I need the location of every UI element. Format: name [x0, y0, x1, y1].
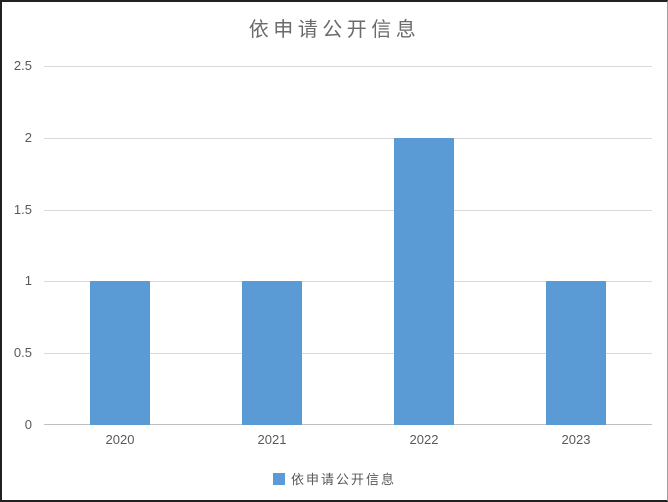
bar-2021[interactable]	[242, 281, 302, 425]
x-tick-label-2020: 2020	[105, 432, 135, 447]
plot-area	[44, 66, 652, 425]
gridline-0.5	[44, 353, 652, 355]
legend-item[interactable]: 依申请公开信息	[272, 469, 396, 488]
legend-swatch-icon	[272, 472, 285, 485]
y-tick-label-1.5: 1.5	[13, 201, 32, 217]
x-tick-label-2023: 2023	[561, 432, 591, 447]
legend: 依申请公开信息	[2, 469, 667, 488]
bar-2023[interactable]	[546, 281, 606, 425]
y-axis-labels: 0 0.5 1 1.5 2 2.5	[2, 58, 44, 432]
x-axis-labels: 2020 2021 2022 2023	[44, 432, 652, 450]
gridline-2.5	[44, 66, 652, 67]
x-tick-label-2022: 2022	[409, 432, 439, 447]
x-tick-label-2021: 2021	[257, 432, 287, 447]
bar-2020[interactable]	[90, 281, 150, 425]
bar-2022[interactable]	[394, 137, 454, 425]
chart-title: 依申请公开信息	[248, 19, 421, 41]
y-tick-label-0.5: 0.5	[13, 345, 32, 361]
y-tick-label-0: 0	[24, 417, 32, 432]
legend-label: 依申请公开信息	[290, 472, 396, 487]
gridline-1	[44, 281, 652, 283]
y-tick-label-2.5: 2.5	[13, 58, 32, 73]
gridline-2	[44, 137, 652, 139]
gridline-0	[44, 424, 652, 425]
y-tick-label-2: 2	[24, 129, 32, 145]
y-tick-label-1: 1	[24, 273, 32, 289]
gridline-1.5	[44, 209, 652, 211]
